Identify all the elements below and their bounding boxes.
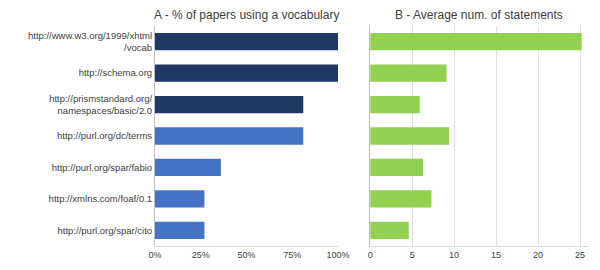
svg-text:50%: 50% bbox=[238, 250, 256, 260]
svg-text:http://www.w3.org/1999/xhtml/v: http://www.w3.org/1999/xhtml/vocab bbox=[28, 30, 152, 53]
svg-text:20: 20 bbox=[533, 250, 543, 260]
svg-text:B - Average num. of statements: B - Average num. of statements bbox=[395, 8, 563, 22]
svg-text:0%: 0% bbox=[148, 250, 161, 260]
svg-text:A - % of papers using a vocabu: A - % of papers using a vocabulary bbox=[154, 8, 339, 22]
svg-text:25%: 25% bbox=[192, 250, 210, 260]
svg-text:http://purl.org/spar/fabio: http://purl.org/spar/fabio bbox=[52, 162, 152, 173]
svg-text:100%: 100% bbox=[327, 250, 350, 260]
svg-text:10: 10 bbox=[449, 250, 459, 260]
svg-text:0: 0 bbox=[368, 250, 373, 260]
svg-text:15: 15 bbox=[491, 250, 501, 260]
svg-text:http://xmlns.com/foaf/0.1: http://xmlns.com/foaf/0.1 bbox=[49, 193, 153, 204]
svg-text:5: 5 bbox=[410, 250, 415, 260]
svg-text:25: 25 bbox=[575, 250, 585, 260]
svg-text:75%: 75% bbox=[283, 250, 301, 260]
svg-text:http://schema.org: http://schema.org bbox=[79, 67, 152, 78]
svg-text:http://purl.org/dc/terms: http://purl.org/dc/terms bbox=[57, 130, 152, 141]
svg-text:http://purl.org/spar/cito: http://purl.org/spar/cito bbox=[58, 225, 153, 236]
svg-text:http://prismstandard.org/names: http://prismstandard.org/namespaces/basi… bbox=[49, 93, 152, 116]
